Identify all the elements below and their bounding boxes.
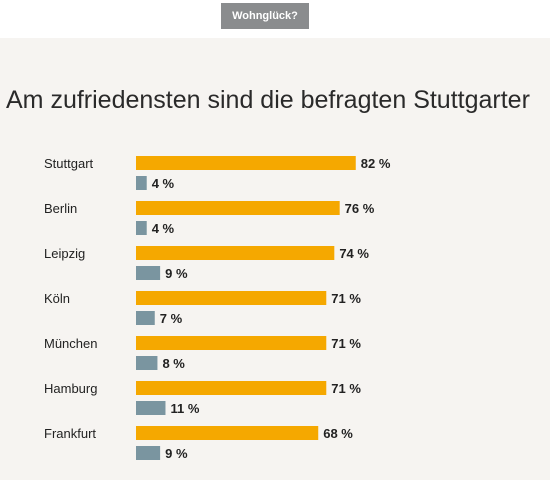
bar-primary-hamburg [136,381,327,395]
bar-secondary-k-ln [136,311,155,325]
section-tag[interactable]: Wohnglück? [221,3,309,29]
bar-primary-k-ln [136,291,327,305]
value-label: 82 % [361,156,391,171]
value-label: 9 % [165,266,188,281]
value-label: 8 % [162,356,185,371]
category-label: Stuttgart [44,156,94,171]
category-label: Berlin [44,201,77,216]
top-band: Wohnglück? [0,0,550,38]
bar-primary-stuttgart [136,156,356,170]
category-label: Köln [44,291,70,306]
category-label: München [44,336,97,351]
bar-primary-frankfurt [136,426,319,440]
value-label: 4 % [152,221,175,236]
bar-secondary-leipzig [136,266,161,280]
value-label: 76 % [345,201,375,216]
value-label: 68 % [323,426,353,441]
chart-title: Am zufriedensten sind die befragten Stut… [6,86,530,114]
bar-secondary-stuttgart [136,176,147,190]
category-label: Hamburg [44,381,97,396]
category-label: Leipzig [44,246,85,261]
bar-secondary-hamburg [136,401,166,415]
value-label: 7 % [160,311,183,326]
bar-primary-berlin [136,201,340,215]
bar-secondary-berlin [136,221,147,235]
value-label: 74 % [339,246,369,261]
value-label: 4 % [152,176,175,191]
bar-secondary-m-nchen [136,356,158,370]
bar-secondary-frankfurt [136,446,161,460]
bar-primary-leipzig [136,246,335,260]
value-label: 71 % [331,336,361,351]
value-label: 9 % [165,446,188,461]
value-label: 71 % [331,291,361,306]
value-label: 11 % [170,401,199,416]
bar-primary-m-nchen [136,336,327,350]
value-label: 71 % [331,381,361,396]
category-label: Frankfurt [44,426,96,441]
